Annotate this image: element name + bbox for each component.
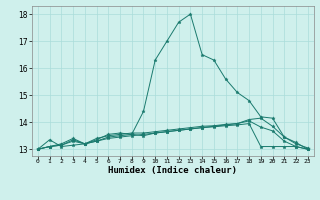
X-axis label: Humidex (Indice chaleur): Humidex (Indice chaleur): [108, 166, 237, 175]
